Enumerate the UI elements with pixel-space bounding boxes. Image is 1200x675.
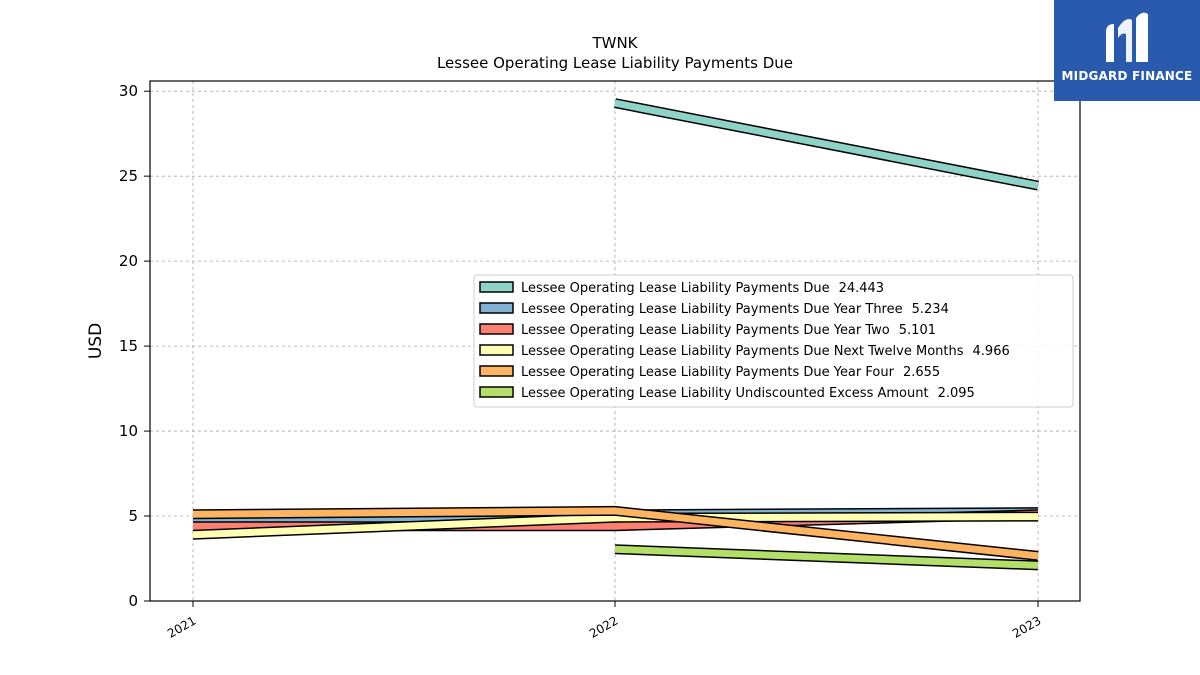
- series-line: [192, 511, 1039, 540]
- y-tick-label: 30: [119, 82, 138, 100]
- legend-swatch: [479, 323, 514, 335]
- chart-subtitle: Lessee Operating Lease Liability Payment…: [437, 54, 793, 72]
- legend-entry-value: 5.101: [899, 323, 936, 338]
- legend: Lessee Operating Lease Liability Payment…: [473, 274, 1074, 408]
- legend-swatch: [479, 281, 514, 293]
- legend-entry: Lessee Operating Lease Liability Payment…: [521, 344, 1010, 359]
- legend-box: [473, 274, 1074, 408]
- y-tick-label: 25: [119, 167, 138, 185]
- midgard-finance-logo: MIDGARD FINANCE: [1054, 0, 1200, 101]
- x-tick-label: 2023: [1010, 613, 1043, 640]
- series-line-fill: [192, 513, 1039, 539]
- legend-entry-value: 24.443: [839, 281, 885, 296]
- legend-entry-name: Lessee Operating Lease Liability Payment…: [521, 323, 890, 338]
- legend-entry-value: 2.095: [938, 386, 975, 401]
- legend-entry: Lessee Operating Lease Liability Payment…: [521, 281, 884, 296]
- y-tick-label: 0: [128, 592, 138, 610]
- legend-entry-value: 2.655: [903, 365, 940, 380]
- legend-entry-name: Lessee Operating Lease Liability Payment…: [521, 302, 903, 317]
- x-tick-label: 2022: [587, 613, 620, 640]
- x-tick-label: 2021: [165, 613, 198, 640]
- y-axis-label: USD: [86, 323, 106, 359]
- legend-entry-name: Lessee Operating Lease Liability Payment…: [521, 344, 964, 359]
- series-line: [614, 544, 1039, 571]
- y-tick-label: 15: [119, 337, 138, 355]
- legend-entry: Lessee Operating Lease Liability Payment…: [521, 323, 936, 338]
- legend-entry-name: Lessee Operating Lease Liability Payment…: [521, 281, 830, 296]
- series-line-fill: [192, 507, 1039, 560]
- legend-swatch: [479, 365, 514, 377]
- series-line: [192, 505, 1039, 561]
- series-line: [614, 98, 1039, 191]
- y-tick-label: 20: [119, 252, 138, 270]
- legend-entry-name: Lessee Operating Lease Liability Undisco…: [521, 386, 929, 401]
- legend-swatch: [479, 344, 514, 356]
- legend-entry: Lessee Operating Lease Liability Undisco…: [521, 386, 975, 401]
- y-tick-label: 5: [128, 507, 138, 525]
- legend-entry-value: 4.966: [973, 344, 1010, 359]
- legend-entry-value: 5.234: [912, 302, 949, 317]
- series-line-fill: [614, 99, 1039, 190]
- legend-swatch: [479, 302, 514, 314]
- midgard-logo-icon: [1106, 12, 1148, 63]
- legend-swatch: [479, 386, 514, 398]
- y-tick-label: 10: [119, 422, 138, 440]
- chart-title: TWNK: [591, 34, 638, 52]
- logo-text: MIDGARD FINANCE: [1061, 69, 1193, 83]
- legend-entry: Lessee Operating Lease Liability Payment…: [521, 302, 949, 317]
- legend-entry: Lessee Operating Lease Liability Payment…: [521, 365, 940, 380]
- series-line-fill: [614, 545, 1039, 569]
- legend-entry-name: Lessee Operating Lease Liability Payment…: [521, 365, 895, 380]
- series-layer: [192, 98, 1039, 571]
